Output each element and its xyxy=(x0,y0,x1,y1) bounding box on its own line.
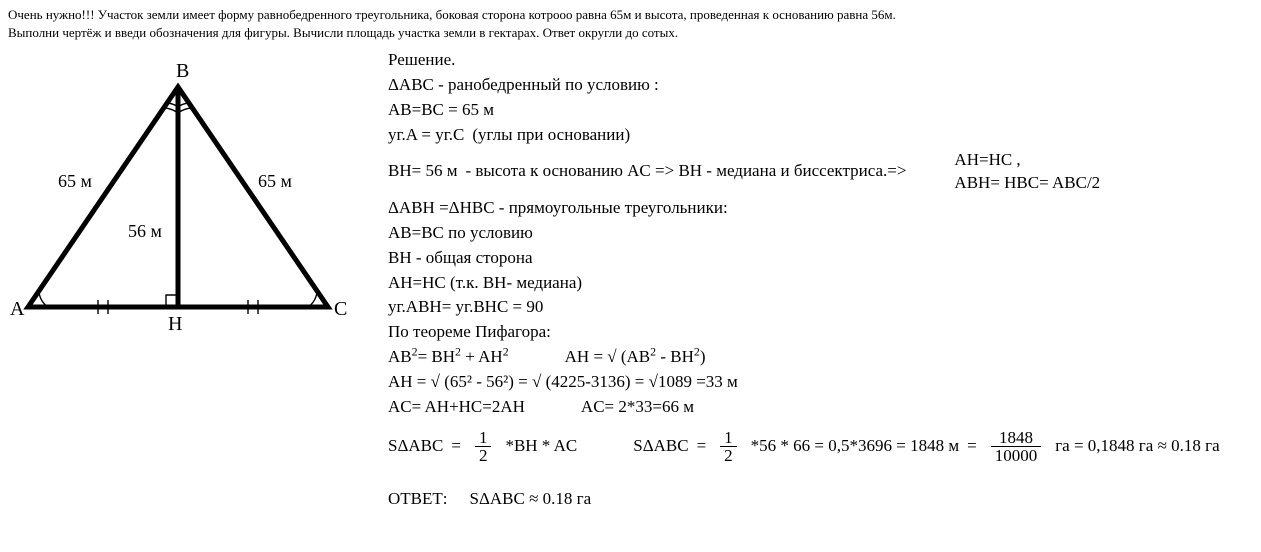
s-label-1: SΔABC xyxy=(388,435,443,458)
problem-line-1: Очень нужно!!! Участок земли имеет форму… xyxy=(8,6,1253,24)
sol-l6: ΔABH =ΔHBC - прямоугольные треугольники: xyxy=(388,197,1253,220)
half-frac-2: 1 2 xyxy=(720,429,737,464)
label-side-right: 65 м xyxy=(258,171,292,191)
sol-l5b: - высота к основанию AC => BH - медиана … xyxy=(465,160,906,183)
sol-l7: AB=BC по условию xyxy=(388,222,1253,245)
sol-l5r1: AH=HC , xyxy=(954,149,1100,172)
den: 2 xyxy=(720,447,737,464)
sol-l2: ΔABC - ранобедренный по условию : xyxy=(388,74,1253,97)
page: Очень нужно!!! Участок земли имеет форму… xyxy=(0,0,1261,519)
num: 1 xyxy=(475,429,492,447)
den: 2 xyxy=(475,447,492,464)
label-height: 56 м xyxy=(128,221,162,241)
sol-l5r2: ABH= HBC= ABC/2 xyxy=(954,172,1100,195)
sol-l5-right: AH=HC , ABH= HBC= ABC/2 xyxy=(954,149,1100,195)
sol-area: SΔABC = 1 2 *BH * AC SΔABC = 1 2 *56 * 6… xyxy=(388,429,1253,464)
sol-l12b: AH = √ (AB2 - BH2) xyxy=(565,346,706,369)
content-row: B A C H 65 м 65 м 56 м Решение. ΔABC - р… xyxy=(8,47,1253,513)
answer-row: ОТВЕТ: SΔABC ≈ 0.18 га xyxy=(388,488,1253,511)
eq: = xyxy=(697,435,707,458)
s-label-2: SΔABC xyxy=(633,435,688,458)
sol-l14b: AC= 2*33=66 м xyxy=(581,396,694,419)
sol-l4a: уг.A = уг.C xyxy=(388,124,464,147)
solution-column: Решение. ΔABC - ранобедренный по условию… xyxy=(348,47,1253,513)
sol-l5a: BH= 56 м xyxy=(388,160,457,183)
label-c: C xyxy=(334,298,347,320)
problem-statement: Очень нужно!!! Участок земли имеет форму… xyxy=(8,6,1253,41)
ha-frac: 1848 10000 xyxy=(991,429,1042,464)
sol-l4b: (углы при основании) xyxy=(472,124,630,147)
label-a: A xyxy=(10,298,25,320)
s2-tail: *56 * 66 = 0,5*3696 = 1848 м xyxy=(751,435,959,458)
num: 1 xyxy=(720,429,737,447)
eq: = xyxy=(967,435,977,458)
sol-l3: AB=BC = 65 м xyxy=(388,99,1253,122)
sol-l12: AB2= BH2 + AH2 AH = √ (AB2 - BH2) xyxy=(388,346,1253,369)
answer-label: ОТВЕТ: xyxy=(388,488,448,511)
label-b: B xyxy=(176,60,189,82)
sup-2: 2 xyxy=(503,345,509,359)
sol-l11: По теореме Пифагора: xyxy=(388,321,1253,344)
problem-line-2: Выполни чертёж и введи обозначения для ф… xyxy=(8,24,1253,42)
answer-value: SΔABC ≈ 0.18 га xyxy=(470,488,592,511)
sol-l9: AH=HC (т.к. BH- медиана) xyxy=(388,272,1253,295)
sol-l4: уг.A = уг.C (углы при основании) xyxy=(388,124,1253,147)
sol-l13: AH = √ (65² - 56²) = √ (4225-3136) = √10… xyxy=(388,371,1253,394)
sol-l14a: AC= AH+HC=2AH xyxy=(388,396,525,419)
figure-column: B A C H 65 м 65 м 56 м xyxy=(8,47,348,337)
sol-l1: Решение. xyxy=(388,49,1253,72)
triangle-figure: B A C H 65 м 65 м 56 м xyxy=(8,47,348,337)
s1-tail: *BH * AC xyxy=(505,435,577,458)
den: 10000 xyxy=(991,447,1042,464)
half-frac-1: 1 2 xyxy=(475,429,492,464)
num: 1848 xyxy=(991,429,1042,447)
label-side-left: 65 м xyxy=(58,171,92,191)
label-h: H xyxy=(168,313,182,335)
sol-l8: BH - общая сторона xyxy=(388,247,1253,270)
sol-l12a: AB2= BH2 + AH2 xyxy=(388,346,509,369)
eq: = xyxy=(451,435,461,458)
s2-tail2: га = 0,1848 га ≈ 0.18 га xyxy=(1055,435,1219,458)
sol-l10: уг.ABH= уг.BHC = 90 xyxy=(388,296,1253,319)
sol-l5: BH= 56 м - высота к основанию AC => BH -… xyxy=(388,149,1253,195)
sol-l14: AC= AH+HC=2AH AC= 2*33=66 м xyxy=(388,396,1253,419)
